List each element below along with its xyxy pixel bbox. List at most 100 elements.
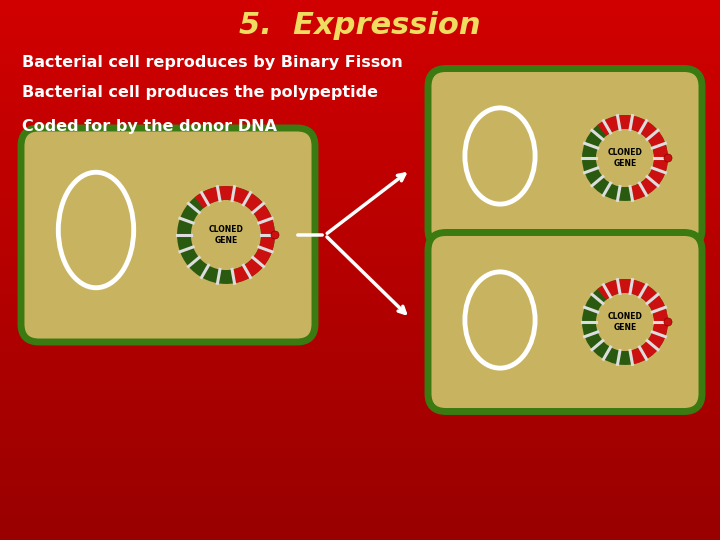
Bar [0,251,720,252]
Bar [0,22,720,23]
Bar [0,342,720,343]
Bar [0,325,720,326]
Bar [0,293,720,294]
Bar [0,426,720,427]
Bar [0,284,720,285]
Bar [0,196,720,197]
Bar [0,339,720,340]
Bar [0,254,720,255]
Bar [0,299,720,300]
Bar [0,377,720,378]
Bar [0,382,720,383]
Bar [0,150,720,151]
Bar [0,26,720,27]
Bar [0,338,720,339]
Bar [0,515,720,516]
Bar [0,114,720,115]
Bar [0,472,720,473]
Bar [0,213,720,214]
Bar [0,63,720,64]
Bar [0,101,720,102]
Bar [0,460,720,461]
Bar [0,458,720,459]
Bar [0,257,720,258]
Bar [0,73,720,74]
Bar [0,348,720,349]
Bar [0,229,720,230]
Bar [0,118,720,119]
Bar [0,138,720,139]
Text: CLONED
GENE: CLONED GENE [209,225,243,245]
Bar [0,474,720,475]
Bar [0,511,720,512]
Bar [0,135,720,136]
Bar [0,484,720,485]
Bar [0,307,720,308]
Bar [0,116,720,117]
Bar [0,363,720,364]
Bar [0,413,720,414]
Bar [0,375,720,376]
Bar [0,329,720,330]
Bar [0,404,720,405]
Bar [0,468,720,469]
Bar [0,39,720,40]
Text: CLONED
GENE: CLONED GENE [608,148,642,168]
Bar [0,524,720,525]
Bar [0,409,720,410]
Bar [0,367,720,368]
Bar [0,445,720,446]
Bar [0,393,720,394]
Bar [0,431,720,432]
Bar [0,218,720,219]
Bar [0,210,720,211]
Bar [0,189,720,190]
Bar [0,273,720,274]
Bar [0,211,720,212]
Bar [0,399,720,400]
Bar [0,269,720,270]
Bar [0,40,720,41]
Bar [0,208,720,209]
Bar [0,11,720,12]
Bar [0,324,720,325]
Bar [0,90,720,91]
Bar [0,295,720,296]
Bar [0,173,720,174]
Bar [0,243,720,244]
Bar [0,462,720,463]
Bar [0,388,720,389]
Bar [0,379,720,380]
Bar [0,74,720,75]
Bar [0,253,720,254]
Bar [0,405,720,406]
Bar [0,96,720,97]
Bar [0,177,720,178]
Bar [0,76,720,77]
Bar [0,267,720,268]
Bar [0,504,720,505]
Bar [0,259,720,260]
Bar [0,174,720,175]
Bar [0,517,720,518]
Bar [0,443,720,444]
Bar [0,222,720,223]
Bar [0,532,720,533]
Bar [0,312,720,313]
Bar [0,538,720,539]
Bar [0,289,720,290]
Bar [0,391,720,392]
Bar [0,496,720,497]
Bar [0,470,720,471]
Bar [0,111,720,112]
Bar [0,512,720,513]
Bar [0,0,720,1]
Bar [0,519,720,520]
Bar [0,36,720,37]
Bar [0,361,720,362]
Bar [0,136,720,137]
Bar [0,357,720,358]
Bar [0,238,720,239]
Bar [0,487,720,488]
Bar [0,456,720,457]
